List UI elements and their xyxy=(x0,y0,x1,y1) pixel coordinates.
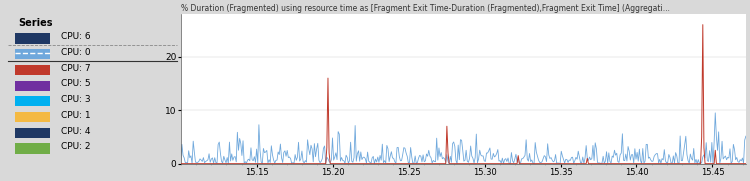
Text: CPU: 6: CPU: 6 xyxy=(61,32,90,41)
Bar xyxy=(15,65,50,75)
Text: CPU: 1: CPU: 1 xyxy=(61,111,90,120)
Text: % Duration (Fragmented) using resource time as [Fragment Exit Time-Duration (Fra: % Duration (Fragmented) using resource t… xyxy=(181,4,670,13)
Text: CPU: 0: CPU: 0 xyxy=(61,48,90,57)
Text: CPU: 2: CPU: 2 xyxy=(61,142,90,151)
Bar xyxy=(15,128,50,138)
Text: CPU: 4: CPU: 4 xyxy=(61,127,90,136)
Bar xyxy=(15,81,50,91)
Text: CPU: 7: CPU: 7 xyxy=(61,64,90,73)
Text: Series: Series xyxy=(18,18,53,28)
Bar xyxy=(15,112,50,122)
Bar xyxy=(15,49,50,59)
Text: CPU: 3: CPU: 3 xyxy=(61,95,90,104)
Bar xyxy=(15,144,50,154)
Bar xyxy=(15,96,50,106)
Text: CPU: 5: CPU: 5 xyxy=(61,79,90,88)
Bar xyxy=(15,33,50,44)
